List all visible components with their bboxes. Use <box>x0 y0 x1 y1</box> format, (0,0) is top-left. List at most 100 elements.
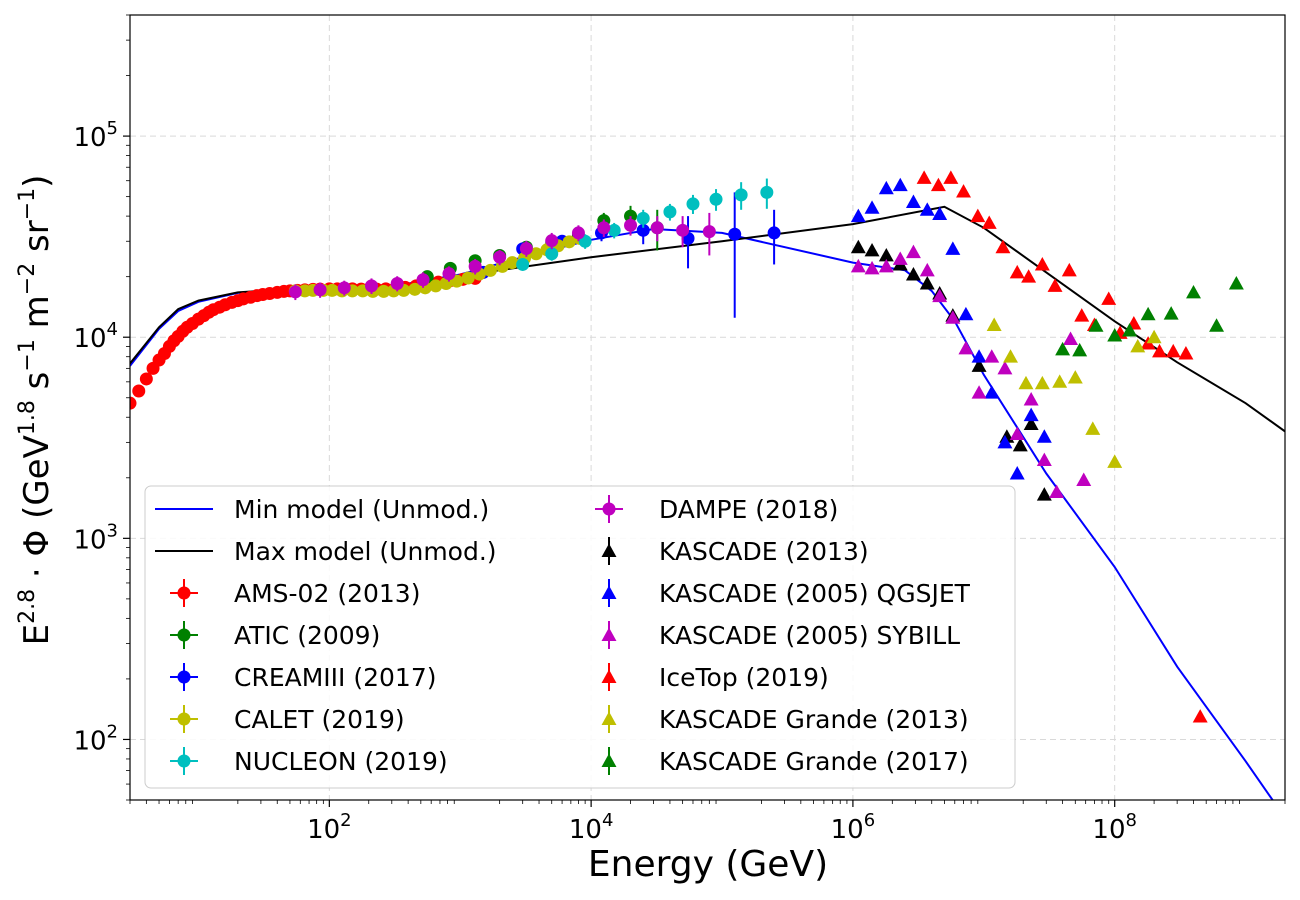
x-tick-label: 106 <box>831 810 876 845</box>
data-point <box>607 222 621 239</box>
data-point <box>1012 437 1028 452</box>
data-point <box>545 247 559 261</box>
data-point <box>1036 452 1052 467</box>
data-point <box>1052 374 1068 388</box>
data-point <box>390 276 404 292</box>
legend-label: Max model (Unmod.) <box>234 537 497 566</box>
data-point <box>728 192 742 318</box>
legend-label: Min model (Unmod.) <box>234 495 489 524</box>
legend-entry-dampe-2018: DAMPE (2018) <box>595 495 838 524</box>
data-point <box>850 258 866 273</box>
data-point <box>905 244 921 259</box>
data-point <box>932 206 948 220</box>
data-point <box>468 258 482 275</box>
line-max-model-unmod <box>130 205 1285 433</box>
data-point <box>493 249 507 266</box>
data-point <box>442 266 456 282</box>
legend-label: AMS-02 (2013) <box>234 579 420 608</box>
data-point <box>1063 331 1079 345</box>
data-point <box>702 212 716 256</box>
legend-entry-nucleon-2019: NUCLEON (2019) <box>170 747 448 776</box>
data-point <box>1061 262 1077 277</box>
data-point <box>1107 328 1123 342</box>
legend-swatch <box>170 747 198 775</box>
data-point <box>997 434 1013 449</box>
data-point <box>892 177 908 192</box>
legend-label: NUCLEON (2019) <box>234 747 448 776</box>
data-point <box>905 267 921 281</box>
series-dampe-2018 <box>288 212 716 301</box>
legend-swatch <box>601 579 617 607</box>
legend-entry-min-model-unmod: Min model (Unmod.) <box>155 495 489 524</box>
data-point <box>850 239 866 254</box>
data-point <box>519 240 533 257</box>
plot-frame <box>129 14 1286 801</box>
data-point <box>1034 375 1050 390</box>
data-point <box>1009 466 1025 480</box>
data-point <box>663 203 677 221</box>
data-point <box>956 184 972 198</box>
data-point <box>461 271 475 285</box>
axis-ticks: 102 104 106 108 102 103 104 105 <box>73 14 1286 845</box>
data-point <box>916 170 932 184</box>
data-point <box>571 225 585 242</box>
data-point <box>529 247 543 261</box>
legend-label: DAMPE (2018) <box>659 495 838 524</box>
data-point <box>365 278 379 295</box>
data-point <box>1146 329 1162 344</box>
y-tick-label: 102 <box>73 721 118 756</box>
legend-swatch <box>170 579 198 607</box>
data-point <box>984 349 1000 363</box>
y-axis-label: E2.8 · Φ (GeV1.8 s−1 m−2 sr−1) <box>15 175 57 646</box>
data-point <box>1049 484 1065 498</box>
data-point <box>971 349 987 363</box>
data-point <box>1018 375 1034 390</box>
legend-swatch <box>170 621 198 649</box>
legend-entry-creamiii-2017: CREAMIII (2017) <box>170 663 437 692</box>
data-point <box>505 256 519 270</box>
data-point <box>650 216 664 242</box>
legend-entry-icetop-2019: IceTop (2019) <box>601 663 829 692</box>
data-point <box>1009 426 1025 441</box>
legend-entry-max-model-unmod: Max model (Unmod.) <box>155 537 497 566</box>
data-point <box>377 284 391 298</box>
data-point <box>1122 323 1138 337</box>
data-point <box>130 396 137 410</box>
data-point <box>919 262 935 277</box>
series-nucleon-2019 <box>516 178 774 271</box>
legend-entry-calet-2019: CALET (2019) <box>170 705 405 734</box>
data-point <box>429 279 443 293</box>
data-point <box>767 209 781 265</box>
legend-label: KASCADE (2013) <box>659 537 869 566</box>
legend-entry-kascade-grande-2013: KASCADE Grande (2013) <box>601 705 969 734</box>
data-point <box>1034 256 1050 271</box>
data-point <box>1072 342 1088 357</box>
data-point <box>1192 709 1208 723</box>
data-point <box>945 310 961 324</box>
data-point <box>562 235 576 249</box>
legend-swatch <box>601 747 617 775</box>
legend-swatch <box>601 621 617 649</box>
data-point <box>981 215 997 229</box>
data-point <box>1023 416 1039 431</box>
data-point <box>1085 421 1101 435</box>
data-point <box>878 258 894 273</box>
legend-label: IceTop (2019) <box>659 663 829 692</box>
data-point <box>943 170 959 184</box>
data-point <box>958 340 974 355</box>
x-tick-label: 104 <box>569 810 614 845</box>
data-point <box>1140 306 1156 321</box>
data-point <box>892 251 908 265</box>
data-point <box>139 372 153 386</box>
data-point <box>313 282 327 298</box>
legend-entry-atic-2009: ATIC (2009) <box>170 621 380 650</box>
data-point <box>1178 346 1194 360</box>
data-point <box>864 200 880 214</box>
data-point <box>878 180 894 195</box>
data-point <box>1186 284 1201 299</box>
legend-label: ATIC (2009) <box>234 621 380 650</box>
data-point <box>1003 349 1019 363</box>
data-point <box>1209 318 1225 332</box>
y-tick-label: 104 <box>73 319 118 354</box>
